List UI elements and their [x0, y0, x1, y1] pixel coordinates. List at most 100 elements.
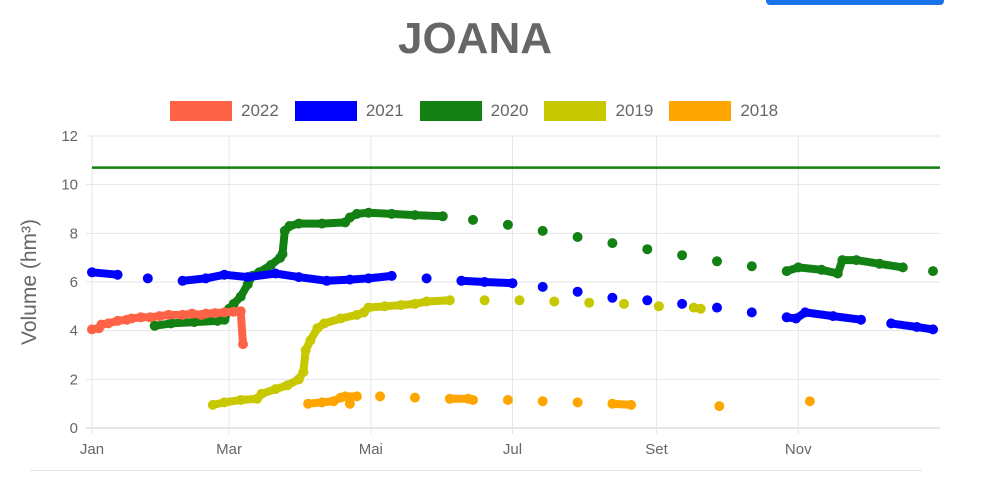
data-point-2020	[781, 266, 792, 277]
data-point-2019	[219, 397, 230, 408]
data-point-2019	[298, 367, 309, 377]
data-point-2019	[514, 295, 525, 306]
data-point-2020	[928, 266, 938, 277]
data-point-2020	[712, 256, 722, 267]
data-point-2021	[607, 292, 618, 303]
data-point-2020	[317, 218, 327, 229]
data-point-2019	[619, 298, 629, 309]
bottom-divider	[30, 470, 922, 471]
data-point-2020	[437, 211, 448, 222]
data-point-2018	[804, 396, 815, 407]
data-point-2021	[242, 272, 253, 283]
data-point-2021	[677, 298, 688, 309]
data-point-2021	[363, 273, 374, 284]
legend-label: 2019	[615, 101, 654, 120]
data-point-2021	[270, 268, 281, 279]
legend-item-2022[interactable]: 2022	[170, 101, 279, 121]
legend-swatch	[294, 101, 357, 121]
legend-item-2018[interactable]: 2018	[669, 101, 778, 121]
legend-item-2020[interactable]: 2020	[419, 101, 528, 121]
data-point-2018	[303, 398, 314, 409]
data-point-2018	[572, 397, 583, 408]
data-point-2020	[189, 317, 200, 328]
y-tick-label: 0	[70, 420, 78, 437]
data-point-2021	[507, 278, 518, 289]
data-point-2020	[409, 210, 420, 221]
chart-title: JOANA	[397, 14, 553, 63]
data-point-2020	[293, 218, 304, 229]
x-tick-label: Nov	[785, 441, 812, 458]
data-point-2020	[832, 268, 843, 279]
data-point-2021	[142, 273, 153, 284]
data-point-2020	[363, 207, 374, 218]
data-point-2019	[549, 296, 560, 307]
x-tick-label: Set	[645, 441, 668, 458]
x-tick-label: Jan	[80, 441, 104, 458]
data-point-2019	[409, 298, 420, 309]
data-point-2020	[277, 249, 288, 259]
data-point-2022	[145, 312, 156, 323]
legend-item-2019[interactable]: 2019	[544, 101, 653, 121]
legend-item-2021[interactable]: 2021	[294, 101, 404, 121]
data-point-2022	[177, 309, 188, 320]
data-point-2020	[677, 250, 688, 261]
chart-legend: 2022 2021 2020 2019 2018	[170, 98, 794, 124]
series-2021	[87, 267, 938, 335]
data-point-2019	[396, 300, 406, 311]
data-point-2019	[270, 384, 281, 395]
data-point-2019	[207, 399, 218, 410]
data-point-2018	[375, 391, 386, 402]
data-point-2021	[421, 273, 432, 284]
data-point-2020	[468, 214, 478, 225]
legend-swatch	[170, 101, 232, 121]
data-point-2022	[210, 308, 221, 319]
data-point-2022	[163, 309, 174, 320]
data-point-2020	[897, 262, 908, 273]
data-point-2019	[282, 380, 293, 391]
data-point-2018	[444, 393, 455, 404]
data-point-2021	[112, 269, 123, 280]
data-point-2021	[200, 273, 211, 284]
data-point-2020	[642, 244, 653, 255]
top-action-button[interactable]	[766, 0, 944, 5]
data-point-2020	[284, 221, 295, 231]
data-point-2020	[537, 225, 548, 236]
data-point-2019	[421, 296, 432, 307]
data-point-2019	[479, 295, 490, 306]
data-point-2020	[502, 219, 513, 230]
data-point-2019	[379, 301, 390, 312]
series-line-2019	[208, 296, 454, 409]
data-point-2018	[340, 391, 351, 402]
data-point-2020	[746, 261, 757, 272]
series-2022	[87, 306, 248, 350]
data-point-2021	[456, 275, 467, 286]
data-point-2018	[626, 399, 636, 410]
data-point-2019	[363, 302, 374, 313]
data-point-2020	[837, 255, 848, 266]
data-point-2018	[502, 395, 513, 405]
legend-swatch	[419, 101, 482, 121]
data-point-2021	[642, 295, 653, 306]
series-2018	[303, 391, 815, 412]
data-point-2019	[235, 395, 246, 405]
x-tick-label: Jul	[503, 441, 522, 458]
data-point-2019	[300, 345, 311, 356]
data-point-2020	[793, 262, 804, 273]
data-point-2018	[468, 395, 478, 405]
data-point-2019	[584, 297, 595, 308]
data-point-2018	[344, 398, 355, 409]
data-point-2019	[305, 335, 316, 346]
data-point-2022	[112, 315, 123, 326]
data-point-2022	[200, 308, 211, 319]
y-tick-label: 6	[70, 274, 78, 291]
data-point-2019	[695, 303, 706, 314]
y-tick-label: 8	[70, 225, 78, 242]
data-point-2019	[335, 313, 346, 324]
data-point-2020	[219, 314, 230, 325]
data-point-2019	[319, 318, 330, 329]
data-point-2021	[572, 286, 583, 297]
y-tick-label: 10	[61, 177, 78, 194]
data-point-2021	[177, 275, 188, 286]
legend-swatch	[544, 101, 607, 121]
data-point-2020	[351, 208, 362, 219]
